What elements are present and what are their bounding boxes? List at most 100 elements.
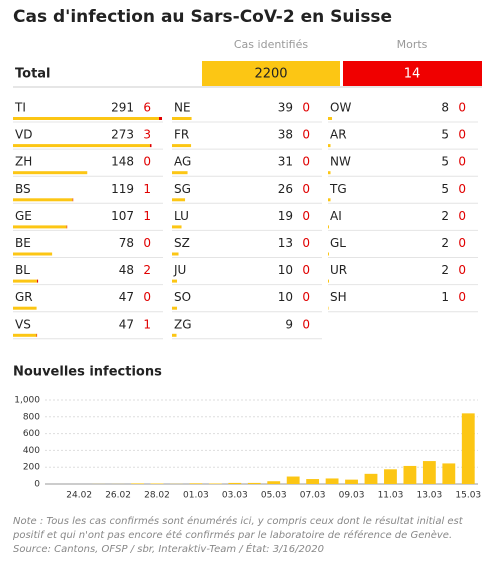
cases-bar	[13, 198, 73, 202]
chart-title: Nouvelles infections	[13, 365, 162, 380]
canton-code: SH	[330, 290, 347, 304]
canton-cases: 38	[278, 128, 293, 142]
cases-bar	[328, 306, 329, 310]
canton-deaths: 6	[143, 101, 151, 115]
y-tick-label: 1,000	[14, 396, 40, 406]
canton-deaths: 0	[302, 128, 310, 142]
canton-cases: 5	[441, 128, 449, 142]
canton-code: SZ	[174, 236, 190, 250]
canton-code: LU	[174, 209, 189, 223]
cases-bar	[13, 279, 38, 283]
canton-code: TG	[329, 182, 347, 196]
note: positif et qui n'ont pas encore été conf…	[12, 529, 452, 541]
canton-code: TI	[14, 101, 26, 115]
canton-cases: 19	[278, 209, 293, 223]
canton-cases: 273	[111, 128, 134, 142]
cases-bar	[13, 333, 37, 337]
bar	[306, 479, 320, 484]
canton-code: GE	[15, 209, 32, 223]
bar	[364, 473, 378, 484]
canton-code: ZG	[174, 317, 192, 331]
canton-code: ZH	[15, 155, 32, 169]
canton-deaths: 0	[458, 155, 466, 169]
canton-cases: 10	[278, 263, 293, 277]
bar	[461, 413, 475, 484]
canton-deaths: 0	[458, 290, 466, 304]
canton-code: SG	[174, 182, 191, 196]
column-header: Cas identifiés	[234, 38, 308, 51]
y-tick-label: 400	[23, 446, 40, 456]
canton-code: NW	[330, 155, 351, 169]
x-tick-label: 03.03	[222, 491, 248, 501]
cases-bar	[172, 144, 192, 148]
canton-deaths: 3	[143, 128, 151, 142]
canton-code: GL	[330, 236, 346, 250]
cases-bar	[172, 306, 178, 310]
x-tick-label: 13.03	[416, 491, 442, 501]
canton-cases: 291	[111, 101, 134, 115]
deaths-bar	[72, 198, 74, 202]
bar	[131, 483, 144, 484]
bar	[208, 483, 222, 484]
canton-deaths: 0	[458, 128, 466, 142]
cases-bar	[328, 198, 331, 202]
canton-deaths: 1	[143, 209, 151, 223]
canton-cases: 78	[119, 236, 134, 250]
canton-code: SO	[174, 290, 191, 304]
column-header: Morts	[397, 38, 428, 51]
canton-cases: 39	[278, 101, 293, 115]
x-tick-label: 26.02	[105, 491, 131, 501]
canton-code: GR	[15, 290, 33, 304]
y-tick-label: 600	[23, 429, 40, 439]
cases-bar	[328, 144, 331, 148]
canton-deaths: 0	[143, 236, 151, 250]
bar	[189, 483, 203, 484]
canton-code: BE	[15, 236, 31, 250]
canton-deaths: 0	[302, 101, 310, 115]
canton-cases: 8	[441, 101, 449, 115]
cases-bar	[13, 117, 159, 120]
canton-deaths: 0	[458, 101, 466, 115]
deaths-bar	[149, 144, 152, 148]
x-tick-label: 11.03	[378, 491, 404, 501]
canton-deaths: 1	[143, 182, 151, 196]
x-tick-label: 01.03	[183, 491, 209, 501]
cases-bar	[172, 225, 182, 229]
cases-bar	[13, 171, 88, 175]
canton-cases: 5	[441, 182, 449, 196]
title: Cas d'infection au Sars-CoV-2 en Suisse	[13, 7, 392, 27]
y-tick-label: 200	[23, 463, 40, 473]
canton-cases: 48	[119, 263, 134, 277]
bar	[442, 463, 456, 484]
canton-code: VS	[15, 317, 31, 331]
canton-deaths: 0	[458, 182, 466, 196]
x-tick-label: 09.03	[339, 491, 365, 501]
canton-deaths: 0	[143, 155, 151, 169]
y-tick-label: 800	[23, 412, 40, 422]
canton-deaths: 0	[302, 209, 310, 223]
canton-deaths: 0	[302, 317, 310, 331]
canton-cases: 2	[441, 263, 449, 277]
canton-cases: 2	[441, 209, 449, 223]
cases-bar	[13, 306, 37, 310]
x-tick-label: 15.03	[455, 491, 481, 501]
canton-cases: 1	[441, 290, 449, 304]
canton-cases: 148	[111, 155, 134, 169]
note: Note : Tous les cas confirmés sont énumé…	[13, 515, 464, 527]
canton-code: JU	[173, 263, 186, 277]
canton-deaths: 0	[302, 290, 310, 304]
canton-deaths: 2	[143, 263, 151, 277]
canton-code: OW	[330, 101, 351, 115]
canton-code: AG	[174, 155, 191, 169]
bar	[286, 476, 300, 484]
canton-cases: 31	[278, 155, 293, 169]
bar	[384, 469, 397, 484]
canton-code: FR	[174, 128, 189, 142]
canton-cases: 26	[278, 182, 293, 196]
canton-cases: 10	[278, 290, 293, 304]
cases-bar	[172, 117, 192, 120]
canton-deaths: 0	[302, 155, 310, 169]
cases-bar	[328, 225, 330, 229]
canton-cases: 9	[285, 317, 293, 331]
